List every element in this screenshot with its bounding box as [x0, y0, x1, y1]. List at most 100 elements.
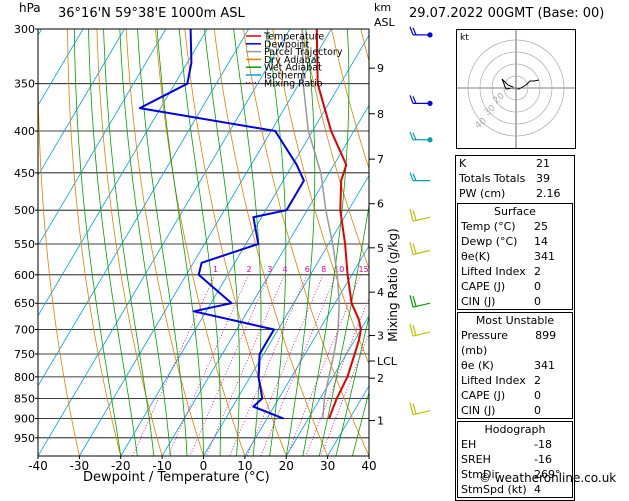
x-axis-label: Dewpoint / Temperature (°C) — [83, 470, 270, 485]
temperature-tick-label: 40 — [361, 459, 376, 473]
isotherm-line — [0, 29, 249, 456]
wind-barb-flag — [410, 242, 413, 254]
mixing-ratio-line — [168, 275, 249, 456]
wind-barb-flag — [413, 404, 416, 414]
height-tick-label: 1 — [377, 415, 384, 428]
wind-barb-flag — [410, 403, 413, 415]
surface-section: Surface Temp (°C)25 Dewp (°C)14 θe(K)341… — [457, 203, 573, 310]
height-tick-label: 9 — [377, 62, 384, 75]
wind-barb-flag — [410, 295, 413, 307]
mixing-ratio-label: 3 — [267, 265, 272, 274]
temperature-tick-label: 30 — [320, 459, 335, 473]
wind-barb — [410, 295, 430, 307]
wind-barb — [410, 324, 430, 336]
legend-entry: Mixing Ratio — [264, 78, 323, 89]
mixing-ratio-label: 2 — [247, 265, 252, 274]
mixing-ratio-label: 6 — [305, 265, 310, 274]
surface-title: Surface — [458, 204, 572, 219]
temperature-tick-label: 20 — [279, 459, 294, 473]
wet-adiabat-line — [205, 29, 240, 456]
pressure-tick-label: 950 — [14, 432, 35, 445]
index-row: θe (K)341 — [458, 358, 572, 373]
pressure-tick-label: 550 — [14, 238, 35, 251]
hodograph-unit-label: kt — [460, 33, 469, 43]
height-tick-label: 3 — [377, 330, 384, 343]
mixing-ratio-axis-label: Mixing Ratio (g/kg) — [386, 228, 400, 341]
mixing-ratio-label: 15 — [359, 265, 369, 274]
dry-adiabat-line — [625, 29, 629, 456]
index-row: θe(K)341 — [458, 249, 572, 264]
index-row: Pressure (mb)899 — [458, 328, 572, 358]
pressure-tick-label: 850 — [14, 392, 35, 405]
dry-adiabat-line — [214, 29, 327, 456]
wind-barb — [410, 27, 432, 37]
dry-adiabat-line — [244, 29, 370, 456]
wind-barb-dot — [428, 138, 432, 142]
pressure-tick-label: 600 — [14, 269, 35, 282]
index-row: PW (cm)2.16 — [456, 186, 574, 201]
isotherm-line — [0, 29, 83, 456]
index-row: EH-18 — [458, 437, 572, 452]
pressure-tick-label: 900 — [14, 413, 35, 426]
wind-barb — [410, 209, 430, 221]
wind-barb-dot — [428, 101, 432, 105]
pressure-tick-label: 400 — [14, 125, 35, 138]
isotherm-line — [79, 29, 331, 456]
temperature-tick-label: -40 — [28, 459, 48, 473]
wind-barb-dot — [428, 33, 432, 37]
pressure-tick-label: 800 — [14, 371, 35, 384]
wind-barb-flag — [413, 296, 416, 306]
index-row: CIN (J)0 — [458, 294, 572, 309]
wind-barb-flag — [413, 325, 416, 335]
dry-adiabat-line — [126, 29, 203, 456]
index-row: StmSpd (kt)4 — [458, 482, 572, 497]
height-tick-label: 6 — [377, 198, 384, 211]
height-tick-label: 8 — [377, 108, 384, 121]
wet-adiabat-line — [104, 29, 154, 456]
wind-barb-flag — [413, 210, 416, 220]
temperature-line — [317, 29, 361, 419]
wind-barb-flag — [413, 133, 416, 140]
index-row: CIN (J)0 — [458, 403, 572, 418]
hodograph-title: Hodograph — [458, 422, 572, 437]
pressure-tick-label: 500 — [14, 204, 35, 217]
mixing-ratio-line — [230, 275, 307, 456]
height-tick-label: 4 — [377, 286, 384, 299]
wind-barb-flag — [410, 324, 413, 336]
height-tick-label: 2 — [377, 372, 384, 385]
dry-adiabat-line — [38, 29, 79, 456]
index-row: Temp (°C)25 — [458, 219, 572, 234]
wet-adiabat-line — [234, 29, 261, 456]
wet-adiabat-line — [89, 29, 138, 456]
dry-adiabat-line — [595, 29, 629, 456]
mixing-ratio-label: 8 — [321, 265, 326, 274]
pressure-tick-label: 650 — [14, 297, 35, 310]
wind-barb-flag — [413, 174, 416, 181]
mixing-ratio-label: 1 — [213, 265, 218, 274]
mixing-ratio-line — [206, 275, 285, 456]
most-unstable-section: Most Unstable Pressure (mb)899 θe (K)341… — [457, 312, 573, 419]
most-unstable-title: Most Unstable — [458, 313, 572, 328]
pressure-tick-label: 700 — [14, 324, 35, 337]
isotherm-line — [121, 29, 373, 456]
hodograph: kt 40 30 20 — [456, 29, 576, 149]
wind-barb — [410, 95, 432, 105]
wet-adiabat-line — [352, 29, 458, 456]
wind-barb — [410, 173, 430, 181]
mixing-ratio-label: 4 — [282, 265, 287, 274]
height-tick-label: 7 — [377, 153, 384, 166]
height-tick-label: 5 — [377, 242, 384, 255]
wind-barb — [410, 132, 432, 142]
wind-barb-flag — [413, 96, 416, 103]
mixing-ratio-line — [287, 275, 361, 456]
wind-barb-flag — [410, 209, 413, 221]
index-row: CAPE (J)0 — [458, 388, 572, 403]
